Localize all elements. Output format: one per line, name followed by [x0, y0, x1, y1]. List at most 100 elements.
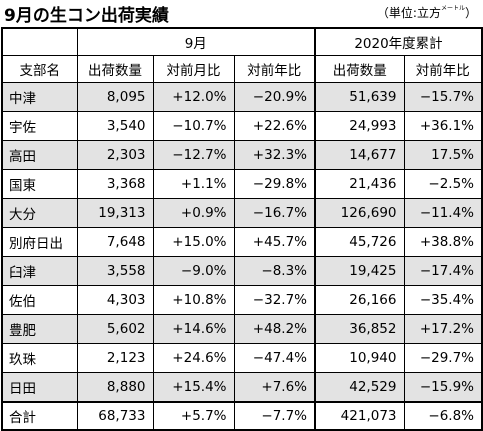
- table-row: 国東 3,368 +1.1% −29.8% 21,436 −2.5%: [1, 169, 483, 199]
- col-month-qty: 出荷数量: [76, 55, 154, 83]
- month-yoy-cell: −32.7%: [233, 285, 316, 315]
- branch-name-cell: 豊肥: [1, 314, 78, 344]
- branch-name-cell: 臼津: [1, 256, 78, 286]
- year-qty-cell: 45,726: [314, 227, 405, 257]
- page-title: 9月の生コン出荷実績: [4, 6, 169, 26]
- month-qty-cell: 8,880: [76, 372, 154, 403]
- month-qty-cell: 2,303: [76, 140, 154, 170]
- total-month-yoy: −7.7%: [233, 401, 316, 431]
- branch-name-cell: 玖珠: [1, 343, 78, 373]
- table-row: 佐伯 4,303 +10.8% −32.7% 26,166 −35.4%: [1, 285, 483, 315]
- month-yoy-cell: +45.7%: [233, 227, 316, 257]
- unit-label: （単位:立方: [376, 6, 441, 20]
- month-qty-cell: 7,648: [76, 227, 154, 257]
- branch-name-cell: 国東: [1, 169, 78, 199]
- table-row: 豊肥 5,602 +14.6% +48.2% 36,852 +17.2%: [1, 314, 483, 344]
- table-row: 玖珠 2,123 +24.6% −47.4% 10,940 −29.7%: [1, 343, 483, 373]
- month-mom-cell: +15.4%: [152, 372, 235, 403]
- year-qty-cell: 36,852: [314, 314, 405, 344]
- branch-name-cell: 日田: [1, 372, 78, 403]
- month-qty-cell: 5,602: [76, 314, 154, 344]
- shipment-table: 9月 2020年度累計 支部名 出荷数量 対前月比 対前年比 出荷数量 対前年比…: [1, 27, 483, 431]
- table-row: 中津 8,095 +12.0% −20.9% 51,639 −15.7%: [1, 82, 483, 112]
- month-qty-cell: 19,313: [76, 198, 154, 228]
- table-row: 大分 19,313 +0.9% −16.7% 126,690 −11.4%: [1, 198, 483, 228]
- month-yoy-cell: −29.8%: [233, 169, 316, 199]
- month-yoy-cell: +22.6%: [233, 111, 316, 141]
- month-qty-cell: 8,095: [76, 82, 154, 112]
- header-group-row: 9月 2020年度累計: [1, 27, 483, 56]
- table-row: 高田 2,303 −12.7% +32.3% 14,677 17.5%: [1, 140, 483, 170]
- header-month-group: 9月: [76, 27, 316, 56]
- total-label: 合計: [1, 401, 78, 431]
- month-yoy-cell: −16.7%: [233, 198, 316, 228]
- month-qty-cell: 4,303: [76, 285, 154, 315]
- branch-name-cell: 大分: [1, 198, 78, 228]
- year-yoy-cell: −35.4%: [403, 285, 483, 315]
- total-row: 合計 68,733 +5.7% −7.7% 421,073 −6.8%: [1, 401, 483, 431]
- year-yoy-cell: +17.2%: [403, 314, 483, 344]
- year-qty-cell: 126,690: [314, 198, 405, 228]
- total-month-mom: +5.7%: [152, 401, 235, 431]
- month-yoy-cell: +48.2%: [233, 314, 316, 344]
- month-mom-cell: −12.7%: [152, 140, 235, 170]
- year-qty-cell: 24,993: [314, 111, 405, 141]
- month-yoy-cell: −20.9%: [233, 82, 316, 112]
- year-yoy-cell: −15.9%: [403, 372, 483, 403]
- year-qty-cell: 42,529: [314, 372, 405, 403]
- month-mom-cell: +24.6%: [152, 343, 235, 373]
- col-year-qty: 出荷数量: [314, 55, 405, 83]
- branch-name-cell: 宇佐: [1, 111, 78, 141]
- year-qty-cell: 10,940: [314, 343, 405, 373]
- branch-name-cell: 佐伯: [1, 285, 78, 315]
- month-qty-cell: 3,368: [76, 169, 154, 199]
- month-mom-cell: −10.7%: [152, 111, 235, 141]
- year-yoy-cell: −15.7%: [403, 82, 483, 112]
- unit-sub-label: メートル: [440, 5, 465, 12]
- month-yoy-cell: −47.4%: [233, 343, 316, 373]
- column-header-row: 支部名 出荷数量 対前月比 対前年比 出荷数量 対前年比: [1, 55, 483, 83]
- year-qty-cell: 51,639: [314, 82, 405, 112]
- unit-close: ）: [464, 6, 477, 20]
- col-month-yoy: 対前年比: [233, 55, 316, 83]
- year-yoy-cell: −2.5%: [403, 169, 483, 199]
- month-mom-cell: +0.9%: [152, 198, 235, 228]
- table-row: 日田 8,880 +15.4% +7.6% 42,529 −15.9%: [1, 372, 483, 403]
- branch-name-cell: 中津: [1, 82, 78, 112]
- branch-name-cell: 別府日出: [1, 227, 78, 257]
- month-mom-cell: +15.0%: [152, 227, 235, 257]
- year-yoy-cell: 17.5%: [403, 140, 483, 170]
- year-yoy-cell: +38.8%: [403, 227, 483, 257]
- year-yoy-cell: +36.1%: [403, 111, 483, 141]
- month-qty-cell: 2,123: [76, 343, 154, 373]
- year-qty-cell: 19,425: [314, 256, 405, 286]
- month-qty-cell: 3,540: [76, 111, 154, 141]
- table-row: 別府日出 7,648 +15.0% +45.7% 45,726 +38.8%: [1, 227, 483, 257]
- total-year-qty: 421,073: [314, 401, 405, 431]
- unit-note: （単位:立方 メートル）: [377, 4, 477, 21]
- col-month-mom: 対前月比: [152, 55, 235, 83]
- col-year-yoy: 対前年比: [403, 55, 483, 83]
- header-year-group: 2020年度累計: [313, 27, 483, 56]
- year-qty-cell: 14,677: [314, 140, 405, 170]
- month-qty-cell: 3,558: [76, 256, 154, 286]
- month-mom-cell: −9.0%: [152, 256, 235, 286]
- month-mom-cell: +10.8%: [152, 285, 235, 315]
- month-yoy-cell: +32.3%: [233, 140, 316, 170]
- year-yoy-cell: −29.7%: [403, 343, 483, 373]
- month-mom-cell: +14.6%: [152, 314, 235, 344]
- total-month-qty: 68,733: [76, 401, 154, 431]
- year-qty-cell: 26,166: [314, 285, 405, 315]
- month-yoy-cell: −8.3%: [233, 256, 316, 286]
- year-qty-cell: 21,436: [314, 169, 405, 199]
- col-branch: 支部名: [1, 55, 78, 83]
- year-yoy-cell: −11.4%: [403, 198, 483, 228]
- month-mom-cell: +12.0%: [152, 82, 235, 112]
- year-yoy-cell: −17.4%: [403, 256, 483, 286]
- total-year-yoy: −6.8%: [403, 401, 483, 431]
- table-row: 宇佐 3,540 −10.7% +22.6% 24,993 +36.1%: [1, 111, 483, 141]
- branch-name-cell: 高田: [1, 140, 78, 170]
- header-blank: [1, 27, 78, 56]
- month-mom-cell: +1.1%: [152, 169, 235, 199]
- month-yoy-cell: +7.6%: [233, 372, 316, 403]
